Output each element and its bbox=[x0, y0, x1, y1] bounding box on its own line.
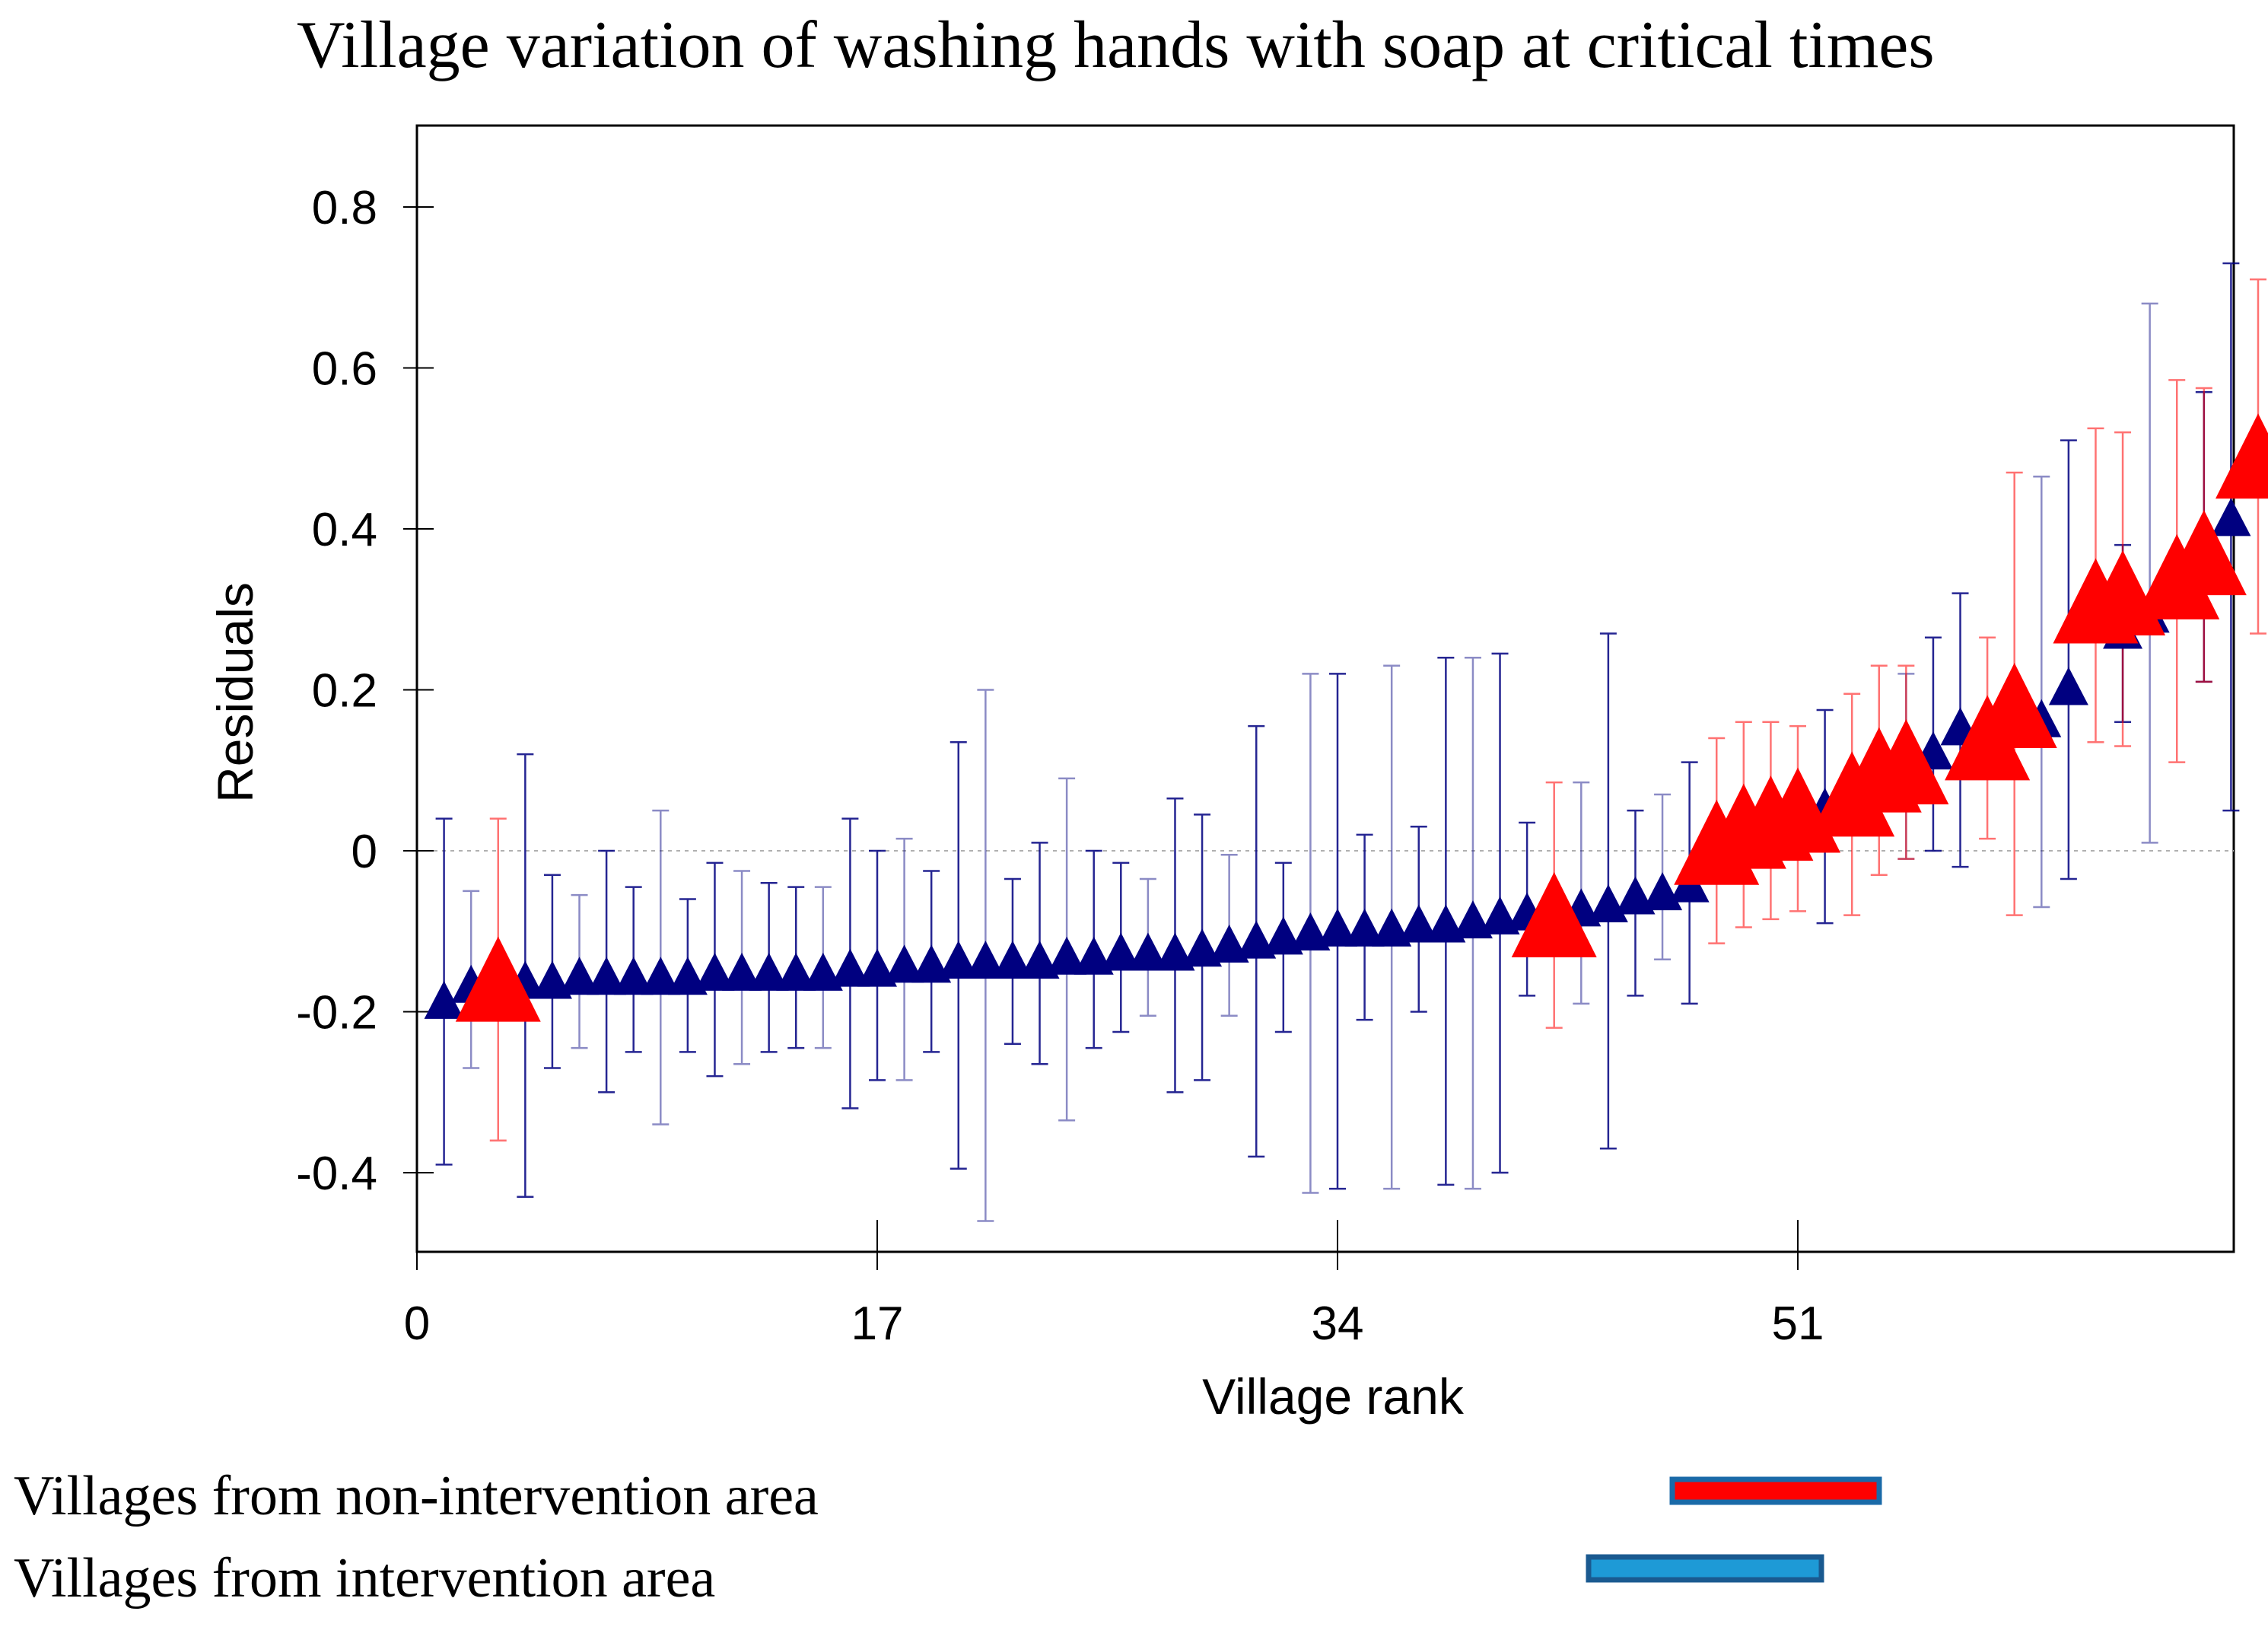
legend-swatch-intervention bbox=[1586, 1554, 1824, 1583]
marker-non-intervention bbox=[1863, 719, 1949, 805]
marker-intervention bbox=[722, 952, 762, 991]
marker-intervention bbox=[749, 952, 789, 991]
x-axis-label: Village rank bbox=[1202, 1368, 1465, 1425]
marker-intervention bbox=[613, 957, 654, 995]
marker-intervention bbox=[1047, 936, 1087, 975]
chart-title: Village variation of washing hands with … bbox=[297, 8, 1935, 82]
marker-intervention bbox=[424, 980, 464, 1019]
legend-label-non-intervention: Villages from non-intervention area bbox=[14, 1465, 819, 1527]
marker-intervention bbox=[1452, 900, 1493, 939]
error-bar-intervention bbox=[2222, 262, 2240, 812]
marker-intervention bbox=[1480, 896, 1520, 934]
marker-intervention bbox=[1372, 908, 1412, 947]
marker-non-intervention bbox=[2161, 510, 2247, 596]
marker-non-intervention bbox=[455, 936, 541, 1022]
y-axis-label: Residuals bbox=[207, 582, 263, 803]
marker-intervention bbox=[1398, 904, 1439, 943]
y-tick-label: 0.2 bbox=[312, 665, 377, 718]
marker-intervention bbox=[992, 941, 1032, 979]
y-axis-ticks: -0.4 -0.2 0 0.2 0.4 0.6 0.8 bbox=[296, 182, 434, 1200]
x-tick-label: 17 bbox=[851, 1297, 904, 1350]
marker-intervention bbox=[1318, 908, 1357, 947]
error-bar-intervention bbox=[2033, 476, 2050, 909]
marker-intervention bbox=[1263, 916, 1303, 955]
marker-intervention bbox=[667, 957, 708, 995]
marker-intervention bbox=[884, 944, 924, 983]
marker-intervention bbox=[911, 944, 952, 983]
error-bar-intervention bbox=[2060, 439, 2077, 880]
marker-intervention bbox=[2211, 498, 2251, 536]
marker-intervention bbox=[641, 957, 681, 995]
marker-intervention bbox=[857, 948, 897, 987]
marker-intervention bbox=[1426, 904, 1466, 943]
x-tick-label: 0 bbox=[404, 1297, 430, 1350]
marker-intervention bbox=[965, 941, 1006, 979]
marker-intervention bbox=[2048, 667, 2088, 705]
y-tick-label: 0.4 bbox=[312, 504, 377, 556]
error-bars bbox=[435, 262, 2266, 1222]
y-tick-label: -0.4 bbox=[296, 1148, 377, 1200]
data-markers bbox=[424, 413, 2268, 1022]
plot-frame bbox=[415, 124, 2235, 1253]
marker-intervention bbox=[1182, 928, 1223, 967]
marker-non-intervention bbox=[2216, 413, 2268, 499]
marker-intervention bbox=[1155, 932, 1195, 971]
marker-intervention bbox=[803, 952, 843, 991]
marker-non-intervention bbox=[1971, 663, 2057, 749]
legend-swatch-non-intervention bbox=[1669, 1476, 1882, 1505]
marker-intervention bbox=[1615, 876, 1656, 915]
y-tick-label: 0 bbox=[351, 826, 377, 878]
marker-non-intervention bbox=[1511, 871, 1597, 957]
x-axis-ticks: 0 17 34 51 bbox=[404, 1220, 1824, 1350]
marker-intervention bbox=[1344, 908, 1385, 947]
legend: Villages from non-intervention area Vill… bbox=[14, 1465, 1882, 1609]
x-tick-label: 51 bbox=[1772, 1297, 1824, 1350]
marker-intervention bbox=[830, 948, 870, 987]
marker-intervention bbox=[938, 941, 978, 979]
x-tick-label: 34 bbox=[1312, 1297, 1364, 1350]
marker-intervention bbox=[532, 960, 572, 999]
marker-intervention bbox=[1101, 932, 1141, 971]
marker-intervention bbox=[1236, 920, 1277, 959]
marker-intervention bbox=[1074, 936, 1114, 975]
marker-intervention bbox=[587, 957, 627, 995]
y-tick-label: 0.6 bbox=[312, 343, 377, 396]
marker-intervention bbox=[1128, 932, 1168, 971]
y-tick-label: 0.8 bbox=[312, 182, 377, 234]
marker-intervention bbox=[1019, 941, 1060, 979]
marker-intervention bbox=[1290, 912, 1331, 951]
error-bar-intervention bbox=[2141, 302, 2158, 844]
marker-intervention bbox=[776, 952, 816, 991]
legend-label-intervention: Villages from intervention area bbox=[14, 1547, 715, 1609]
marker-intervention bbox=[695, 952, 735, 991]
marker-intervention bbox=[1209, 924, 1249, 963]
marker-intervention bbox=[559, 957, 600, 995]
y-tick-label: -0.2 bbox=[296, 987, 377, 1040]
